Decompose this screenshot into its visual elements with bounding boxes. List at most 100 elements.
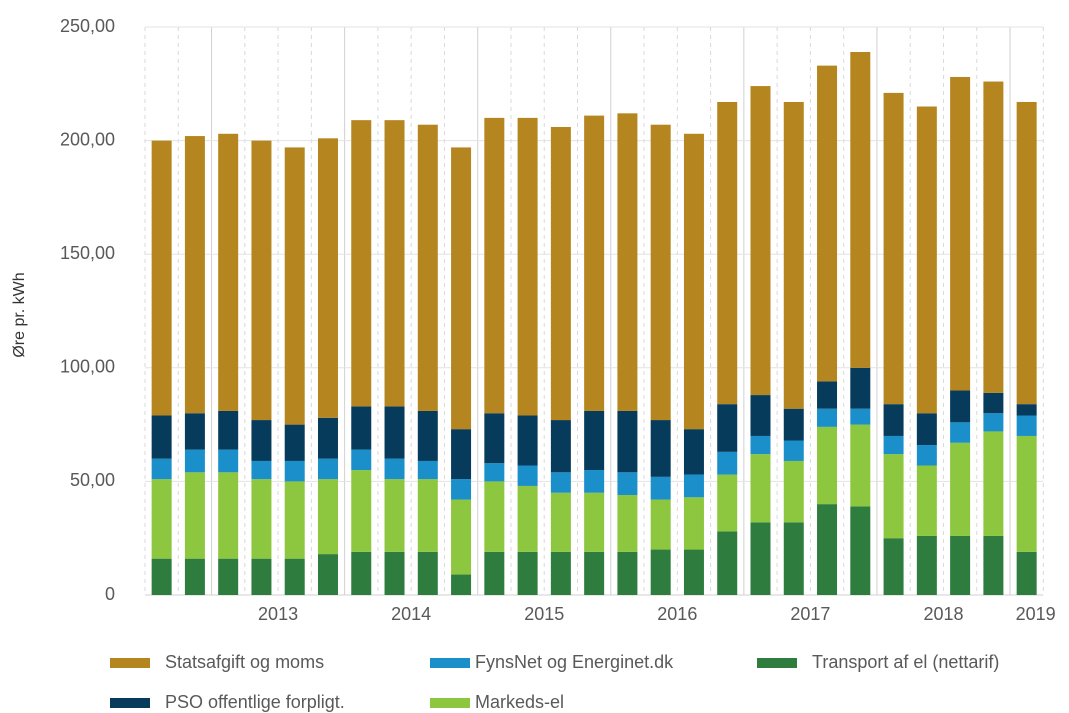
bar-segment bbox=[783, 522, 804, 595]
legend-swatch bbox=[110, 658, 150, 668]
bar-segment bbox=[883, 538, 904, 595]
legend-label: Transport af el (nettarif) bbox=[812, 652, 999, 672]
bar-segment bbox=[883, 404, 904, 436]
bar-segment bbox=[983, 392, 1004, 414]
bar-segment bbox=[251, 479, 272, 559]
bar-segment bbox=[983, 431, 1004, 536]
bar-segment bbox=[817, 408, 838, 427]
bar-segment bbox=[151, 558, 172, 595]
bar-segment bbox=[650, 499, 671, 550]
bar-segment bbox=[451, 499, 472, 575]
bar-segment bbox=[950, 442, 971, 536]
bar-segment bbox=[717, 404, 738, 452]
bar-segment bbox=[550, 420, 571, 473]
bar-segment bbox=[284, 481, 305, 559]
y-tick-label: 150,00 bbox=[60, 243, 115, 263]
bar-segment bbox=[650, 420, 671, 477]
bar-segment bbox=[717, 531, 738, 595]
bar-segment bbox=[384, 120, 405, 407]
bar-segment bbox=[783, 408, 804, 441]
bar-segment bbox=[417, 460, 438, 480]
bar-segment bbox=[650, 549, 671, 595]
bar-segment bbox=[550, 551, 571, 595]
bar-segment bbox=[517, 465, 538, 486]
bar-segment bbox=[983, 81, 1004, 393]
x-tick-label: 2019 bbox=[1016, 604, 1056, 624]
bar-segment bbox=[650, 476, 671, 500]
bar-segment bbox=[484, 413, 505, 464]
y-tick-label: 50,00 bbox=[70, 470, 115, 490]
bar-segment bbox=[617, 495, 638, 552]
bar-segment bbox=[517, 485, 538, 552]
bar-segment bbox=[384, 458, 405, 480]
y-tick-label: 0 bbox=[105, 584, 115, 604]
bar-segment bbox=[817, 504, 838, 595]
bar-segment bbox=[584, 115, 605, 411]
bar-segment bbox=[451, 429, 472, 480]
bar-segment bbox=[950, 535, 971, 595]
bar-segment bbox=[351, 470, 372, 552]
bar-segment bbox=[983, 413, 1004, 432]
bar-segment bbox=[184, 558, 205, 595]
bar-segment bbox=[384, 479, 405, 552]
bar-segment bbox=[417, 551, 438, 595]
bar-segment bbox=[850, 408, 871, 425]
bar-segment bbox=[218, 133, 239, 411]
bar-segment bbox=[351, 551, 372, 595]
bar-segment bbox=[817, 426, 838, 505]
bar-segment bbox=[284, 147, 305, 425]
bar-segment bbox=[317, 458, 338, 480]
y-tick-label: 250,00 bbox=[60, 16, 115, 36]
bar-segment bbox=[1016, 101, 1037, 405]
bar-segment bbox=[750, 454, 771, 523]
bar-segment bbox=[151, 415, 172, 459]
y-tick-label: 200,00 bbox=[60, 129, 115, 149]
bar-segment bbox=[451, 479, 472, 500]
bar-segment bbox=[584, 551, 605, 595]
bar-segment bbox=[916, 106, 937, 414]
bar-segment bbox=[717, 101, 738, 405]
bar-segment bbox=[916, 465, 937, 536]
bar-segment bbox=[184, 449, 205, 473]
x-tick-label: 2014 bbox=[391, 604, 431, 624]
bar-segment bbox=[1016, 415, 1037, 436]
y-axis-label: Øre pr. kWh bbox=[11, 272, 28, 357]
bar-segment bbox=[151, 458, 172, 480]
bar-segment bbox=[950, 76, 971, 391]
bar-segment bbox=[484, 117, 505, 414]
legend-label: FynsNet og Energinet.dk bbox=[475, 652, 674, 672]
bar-segment bbox=[584, 492, 605, 552]
bar-segment bbox=[783, 101, 804, 409]
bar-segment bbox=[218, 472, 239, 559]
bar-segment bbox=[517, 551, 538, 595]
bar-segment bbox=[850, 367, 871, 409]
bar-segment bbox=[850, 51, 871, 368]
bar-segment bbox=[916, 445, 937, 466]
bar-segment bbox=[883, 454, 904, 539]
bar-segment bbox=[284, 558, 305, 595]
legend-label: Statsafgift og moms bbox=[165, 652, 324, 672]
bar-segment bbox=[284, 424, 305, 461]
bar-segment bbox=[1016, 435, 1037, 552]
bar-segment bbox=[916, 413, 937, 446]
bar-segment bbox=[517, 415, 538, 466]
bar-segment bbox=[218, 449, 239, 473]
y-tick-label: 100,00 bbox=[60, 357, 115, 377]
x-tick-label: 2018 bbox=[923, 604, 963, 624]
bar-segment bbox=[451, 147, 472, 430]
bar-segment bbox=[750, 522, 771, 595]
bar-segment bbox=[750, 86, 771, 396]
bar-segment bbox=[617, 472, 638, 496]
bar-segment bbox=[916, 535, 937, 595]
bar-segment bbox=[484, 551, 505, 595]
legend-label: PSO offentlige forpligt. bbox=[165, 692, 345, 712]
bar-segment bbox=[617, 410, 638, 473]
legend-swatch bbox=[110, 698, 150, 708]
x-tick-label: 2015 bbox=[524, 604, 564, 624]
bar-segment bbox=[883, 92, 904, 405]
bar-segment bbox=[218, 558, 239, 595]
bar-segment bbox=[683, 474, 704, 498]
bar-segment bbox=[351, 406, 372, 450]
bar-segment bbox=[251, 558, 272, 595]
bar-segment bbox=[850, 506, 871, 595]
